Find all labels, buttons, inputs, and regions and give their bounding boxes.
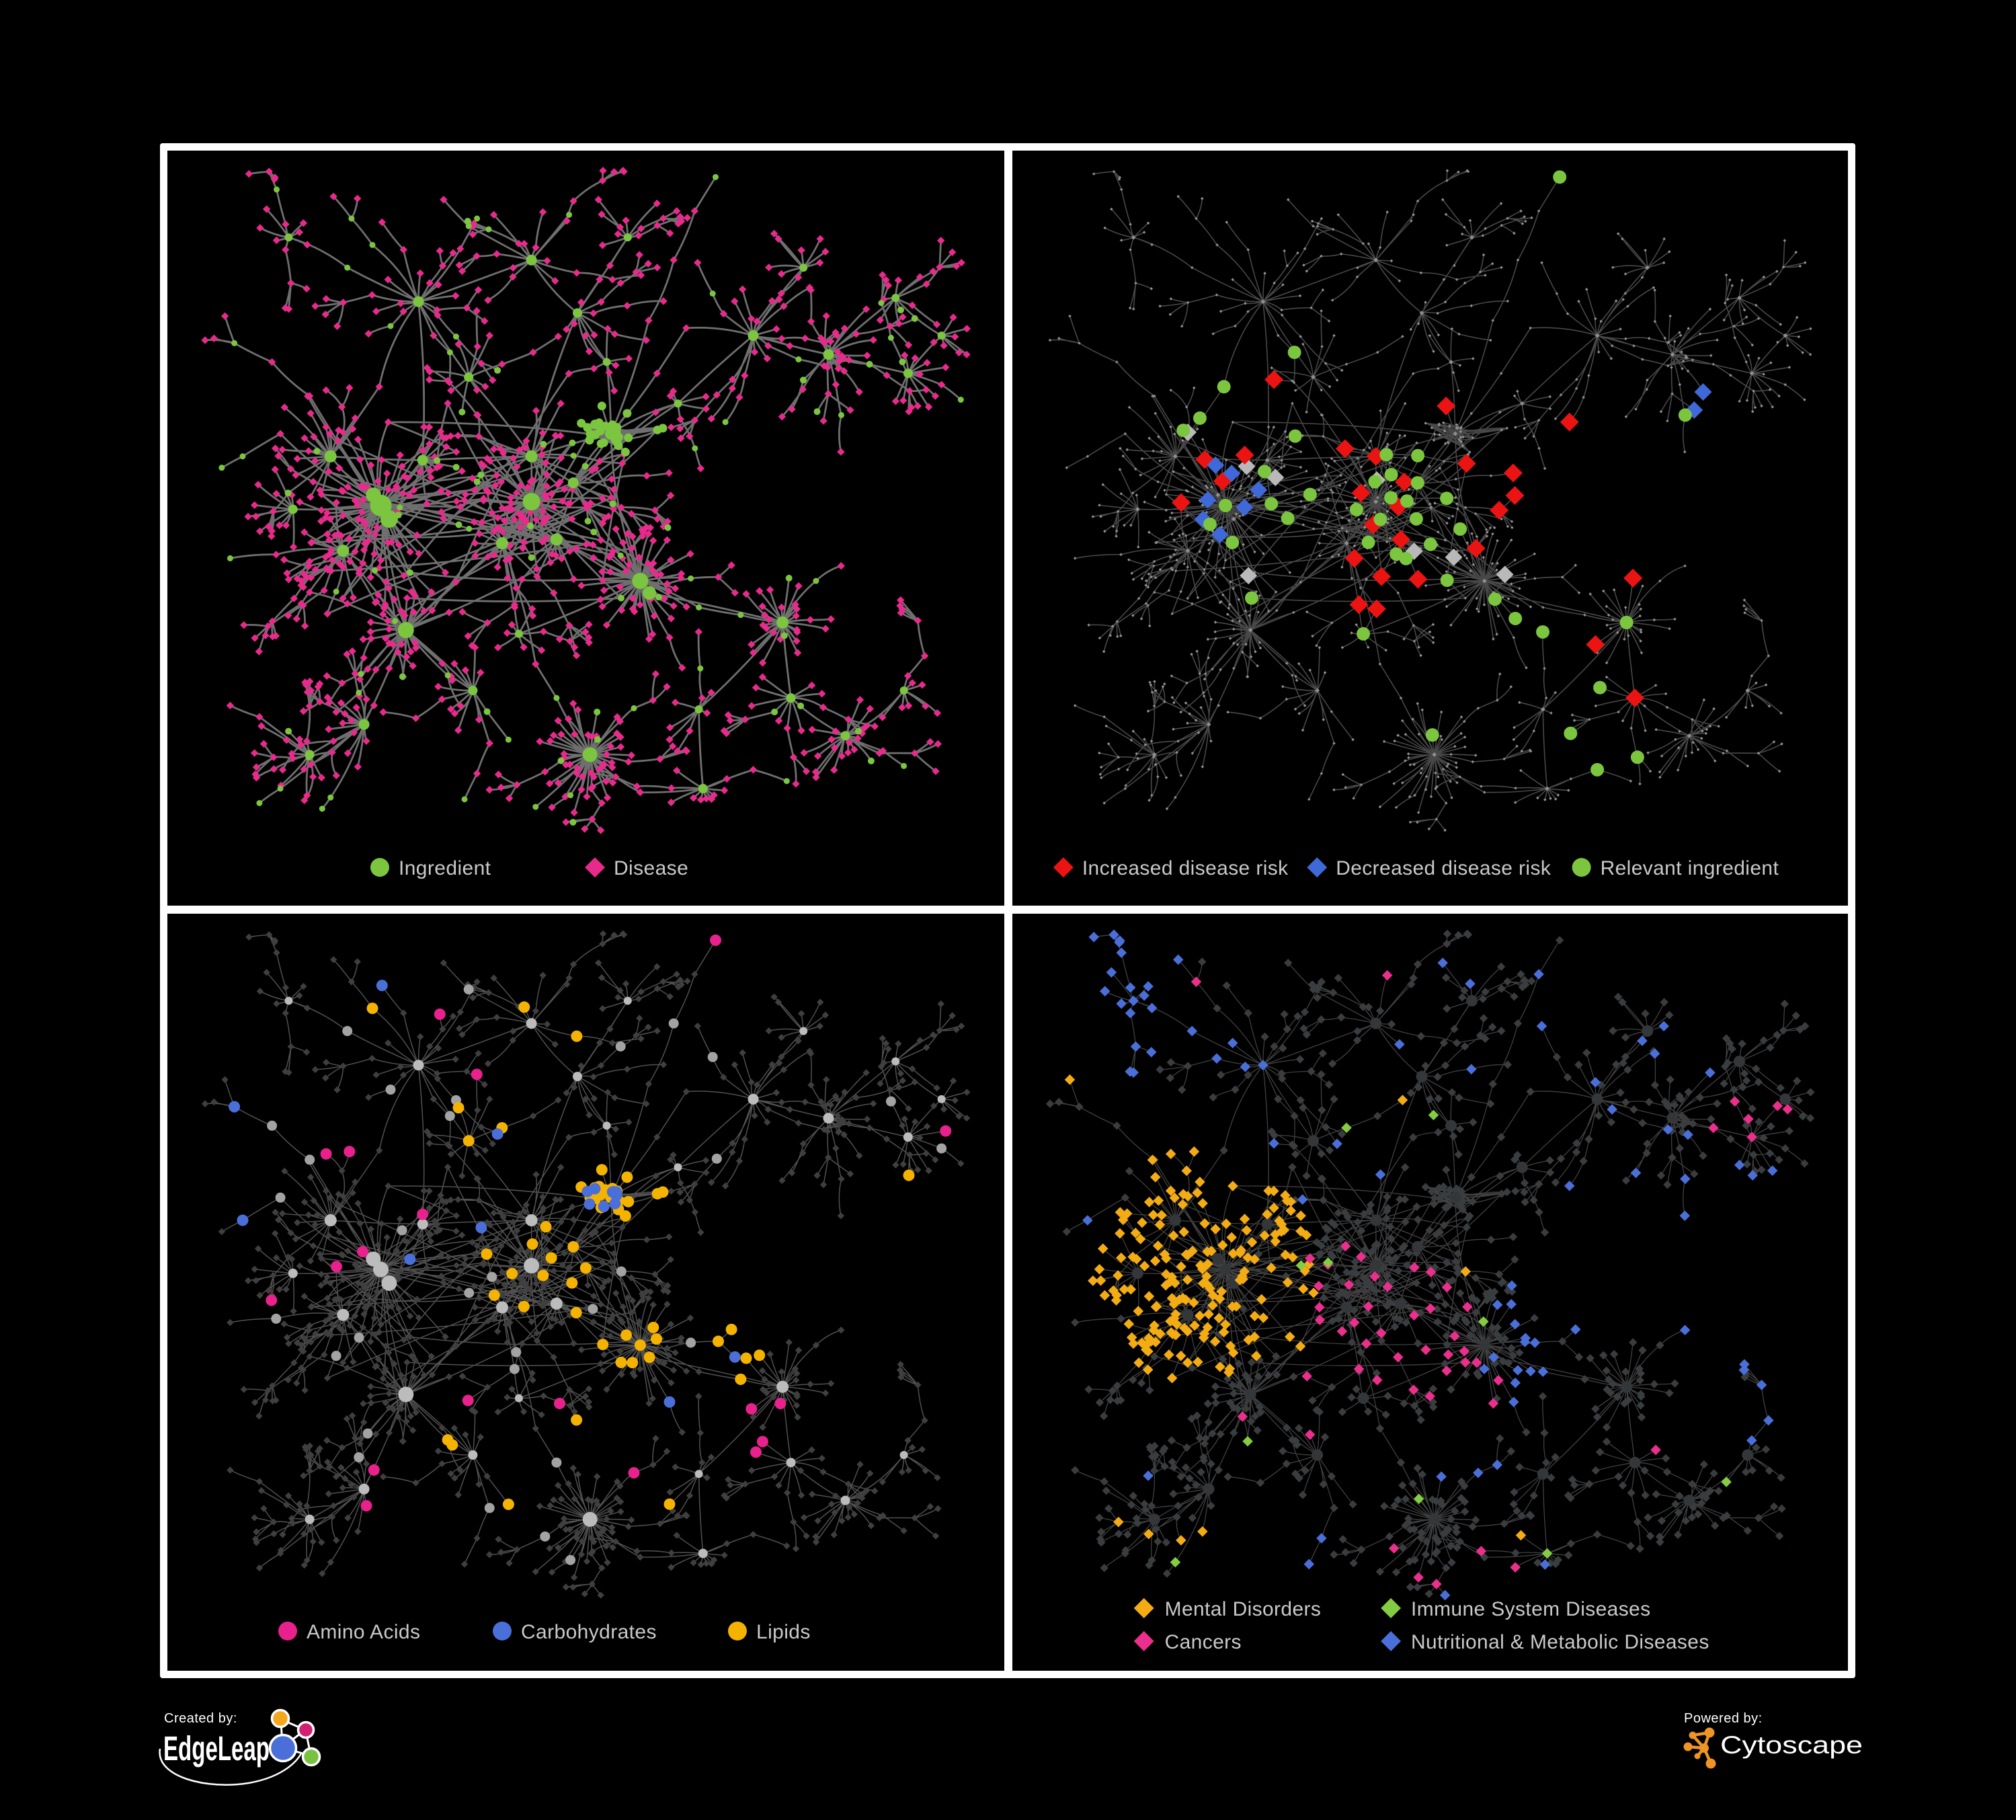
svg-text:Disease: Disease bbox=[614, 857, 688, 879]
svg-text:Carbohydrates: Carbohydrates bbox=[521, 1621, 657, 1643]
svg-text:Lipids: Lipids bbox=[756, 1621, 811, 1643]
svg-text:Mental Disorders: Mental Disorders bbox=[1165, 1598, 1322, 1620]
svg-text:Cytoscape: Cytoscape bbox=[1720, 1731, 1863, 1759]
svg-text:Cancers: Cancers bbox=[1165, 1631, 1242, 1653]
svg-text:Created by:: Created by: bbox=[164, 1711, 237, 1726]
svg-text:Increased disease risk: Increased disease risk bbox=[1082, 857, 1289, 879]
svg-text:Immune System Diseases: Immune System Diseases bbox=[1411, 1598, 1650, 1620]
svg-text:Ingredient: Ingredient bbox=[399, 857, 491, 879]
svg-text:Relevant ingredient: Relevant ingredient bbox=[1601, 857, 1779, 879]
svg-text:Decreased disease risk: Decreased disease risk bbox=[1336, 857, 1551, 879]
svg-text:Powered by:: Powered by: bbox=[1684, 1711, 1763, 1726]
svg-text:Nutritional & Metabolic Diseas: Nutritional & Metabolic Diseases bbox=[1411, 1631, 1709, 1653]
svg-text:Amino Acids: Amino Acids bbox=[307, 1621, 420, 1643]
svg-text:EdgeLeap: EdgeLeap bbox=[163, 1729, 270, 1768]
